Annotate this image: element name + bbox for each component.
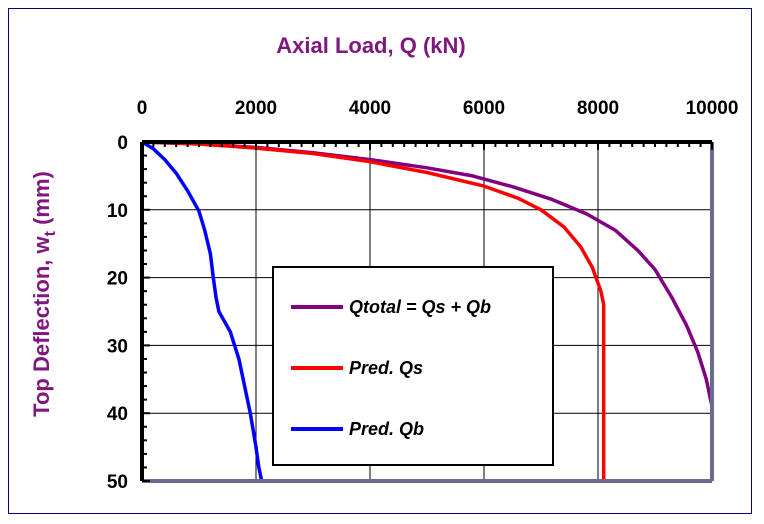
series-line bbox=[141, 140, 606, 481]
x-tick-label: 4000 bbox=[349, 98, 391, 119]
x-tick-label: 2000 bbox=[235, 98, 277, 119]
y-tick-label: 40 bbox=[107, 404, 128, 425]
axes bbox=[140, 140, 714, 483]
series-line bbox=[141, 140, 264, 482]
legend: Qtotal = Qs + Qb Pred. Qs Pred. Qb bbox=[272, 266, 554, 466]
y-tick-label: 10 bbox=[107, 201, 128, 222]
legend-label: Pred. Qs bbox=[349, 358, 423, 378]
legend-label: Qtotal = Qs + Qb bbox=[349, 297, 491, 317]
series-layer bbox=[141, 140, 714, 482]
x-tick-label: 6000 bbox=[463, 98, 505, 119]
y-axis-title-main: Top Deflection, w bbox=[29, 235, 54, 416]
legend-label: Pred. Qb bbox=[349, 419, 424, 439]
x-tick-label: 8000 bbox=[577, 98, 619, 119]
y-axis-title: Top Deflection, wt (mm) bbox=[29, 171, 59, 417]
y-axis-title-subscript: t bbox=[42, 230, 59, 236]
tick-labels: 0 2000 4000 6000 8000 10000 0 10 20 30 40 50 bbox=[107, 98, 739, 493]
y-tick-label: 30 bbox=[107, 336, 128, 357]
deflection-chart: 0 2000 4000 6000 8000 10000 0 10 20 30 40 50 Axial … bbox=[29, 33, 739, 493]
chart-frame: 0 2000 4000 6000 8000 10000 0 10 20 30 40 50 Axial … bbox=[8, 8, 752, 514]
y-tick-label: 0 bbox=[117, 133, 128, 154]
y-axis-title-suffix: (mm) bbox=[29, 171, 54, 231]
x-tick-label: 10000 bbox=[686, 98, 739, 119]
y-tick-label: 20 bbox=[107, 269, 128, 290]
x-axis-title: Axial Load, Q (kN) bbox=[276, 33, 465, 58]
x-tick-label: 0 bbox=[137, 98, 148, 119]
y-tick-label: 50 bbox=[107, 472, 128, 493]
